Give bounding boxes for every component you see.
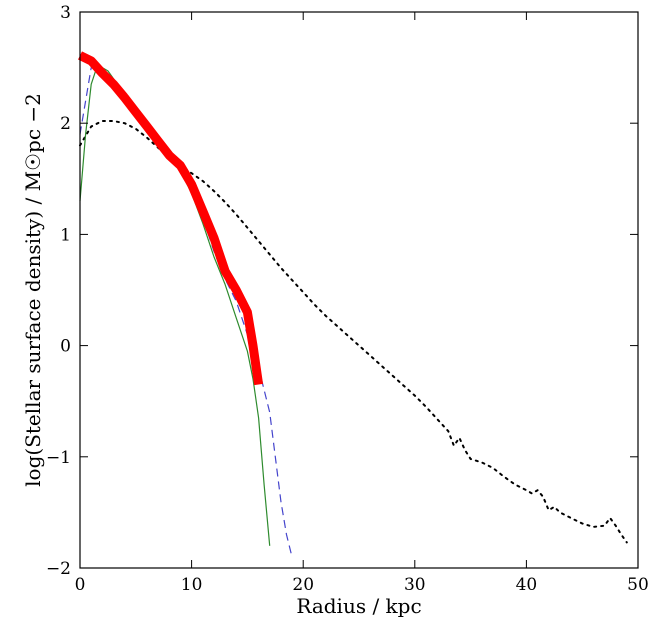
x-tick-label: 50 (627, 575, 649, 595)
x-tick-label: 0 (75, 575, 86, 595)
x-tick-label: 20 (292, 575, 314, 595)
plot-frame (80, 12, 638, 568)
x-tick-label: 30 (404, 575, 426, 595)
x-tick-label: 40 (516, 575, 538, 595)
y-tick-label: 0 (60, 337, 71, 357)
series-layer (80, 55, 627, 557)
series-line-thick (80, 55, 259, 384)
y-tick-label: 2 (60, 114, 71, 134)
y-tick-label: −1 (46, 448, 71, 468)
y-axis-label: log(Stellar surface density) / M☉pc −2 (21, 93, 45, 487)
y-tick-label: 1 (60, 225, 71, 245)
x-tick-label: 10 (181, 575, 203, 595)
x-axis-label: Radius / kpc (296, 594, 421, 618)
series-line-dashed (80, 68, 292, 557)
y-tick-label: 3 (60, 3, 71, 23)
y-tick-label: −2 (46, 559, 71, 579)
series-line-dotted (80, 121, 627, 542)
ticks-layer: 0 10 20 30 40 50 −2 −1 0 1 2 3 (46, 3, 649, 595)
